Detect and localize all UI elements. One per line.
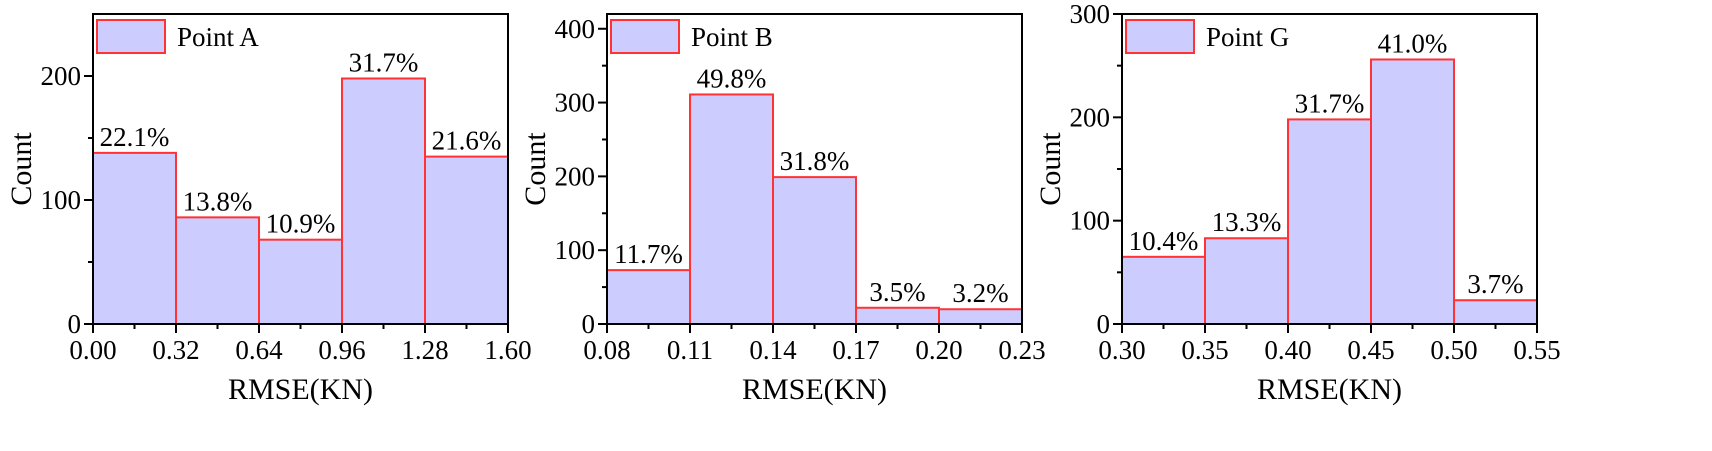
x-tick-label: 0.14 bbox=[749, 335, 797, 365]
legend-swatch bbox=[96, 19, 166, 54]
legend-label: Point B bbox=[691, 22, 773, 52]
histogram-bar bbox=[606, 269, 691, 325]
x-tick-label: 0.17 bbox=[832, 335, 879, 365]
x-tick-label: 0.00 bbox=[69, 335, 116, 365]
x-tick-label: 0.55 bbox=[1513, 335, 1560, 365]
x-axis-title: RMSE(KN) bbox=[228, 373, 373, 406]
bar-percent-label: 31.7% bbox=[349, 47, 419, 77]
y-tick-label: 100 bbox=[555, 235, 596, 265]
x-tick-label: 0.23 bbox=[998, 335, 1045, 365]
histogram-bar bbox=[1204, 237, 1289, 326]
y-tick-label: 100 bbox=[1070, 206, 1111, 236]
histogram-bar bbox=[92, 151, 177, 325]
y-tick-label: 200 bbox=[41, 61, 82, 91]
histogram-bar bbox=[341, 77, 426, 326]
bar-percent-label: 11.7% bbox=[614, 239, 683, 269]
y-axis-title: Count bbox=[5, 132, 38, 206]
histogram-bar bbox=[938, 308, 1023, 326]
x-axis-title: RMSE(KN) bbox=[1257, 373, 1402, 406]
histogram-bar bbox=[424, 155, 509, 325]
x-tick-label: 0.08 bbox=[583, 335, 630, 365]
bar-percent-label: 3.2% bbox=[952, 278, 1008, 308]
x-tick-label: 1.28 bbox=[401, 335, 448, 365]
x-tick-label: 1.60 bbox=[484, 335, 531, 365]
x-tick-label: 0.30 bbox=[1098, 335, 1145, 365]
y-tick-label: 400 bbox=[555, 14, 596, 44]
bar-percent-label: 13.8% bbox=[183, 186, 253, 216]
y-axis-title: Count bbox=[1034, 132, 1067, 206]
bar-percent-label: 10.4% bbox=[1129, 226, 1199, 256]
bar-percent-label: 31.7% bbox=[1295, 88, 1365, 118]
chart-panel-1: 0 100 200 0.00 0.32 0.64 0.96 1.28 1.60 22.1% 13.8… bbox=[5, 13, 532, 406]
bar-percent-label: 49.8% bbox=[697, 63, 767, 93]
x-tick-label: 0.45 bbox=[1347, 335, 1394, 365]
bar-percent-label: 3.5% bbox=[869, 277, 925, 307]
chart-panel-2: 0 100 200 300 400 0.08 0.11 0.14 0.17 0.20 0.23 11.… bbox=[519, 13, 1046, 406]
y-tick-label: 200 bbox=[555, 161, 596, 191]
histogram-bar bbox=[258, 238, 343, 325]
legend-label: Point G bbox=[1206, 22, 1289, 52]
x-tick-label: 0.64 bbox=[235, 335, 283, 365]
bar-percent-label: 21.6% bbox=[432, 126, 502, 156]
bar-percent-label: 22.1% bbox=[100, 122, 170, 152]
y-tick-label: 200 bbox=[1070, 102, 1111, 132]
histogram-bar bbox=[855, 306, 940, 325]
histogram-bar bbox=[772, 176, 857, 325]
x-tick-label: 0.11 bbox=[667, 335, 713, 365]
histogram-bar bbox=[1370, 58, 1455, 325]
y-axis-title: Count bbox=[519, 132, 552, 206]
chart-panel-3: 0 100 200 300 0.30 0.35 0.40 0.45 0.50 0.55 10.4% 1… bbox=[1034, 0, 1561, 406]
x-tick-label: 0.96 bbox=[318, 335, 365, 365]
x-tick-label: 0.20 bbox=[915, 335, 962, 365]
x-tick-label: 0.32 bbox=[152, 335, 199, 365]
y-tick-label: 0 bbox=[1097, 309, 1111, 339]
histogram-bar bbox=[1287, 118, 1372, 326]
histogram-bar bbox=[175, 216, 260, 325]
bar-percent-label: 10.9% bbox=[266, 209, 336, 239]
y-tick-label: 100 bbox=[41, 185, 82, 215]
bar-percent-label: 13.3% bbox=[1212, 207, 1282, 237]
legend-swatch bbox=[610, 19, 680, 54]
y-tick-label: 300 bbox=[1070, 0, 1111, 29]
x-tick-label: 0.40 bbox=[1264, 335, 1311, 365]
y-tick-label: 300 bbox=[555, 88, 596, 118]
x-tick-label: 0.50 bbox=[1430, 335, 1477, 365]
legend-swatch bbox=[1125, 19, 1195, 54]
histogram-bar bbox=[689, 93, 774, 325]
bar-percent-label: 31.8% bbox=[780, 146, 850, 176]
x-axis-title: RMSE(KN) bbox=[742, 373, 887, 406]
bar-percent-label: 3.7% bbox=[1467, 269, 1523, 299]
legend-label: Point A bbox=[177, 22, 259, 52]
histogram-bar bbox=[1453, 299, 1538, 326]
histogram-bar bbox=[1121, 255, 1206, 326]
bar-percent-label: 41.0% bbox=[1378, 28, 1448, 58]
x-tick-label: 0.35 bbox=[1181, 335, 1228, 365]
y-tick-label: 0 bbox=[68, 309, 82, 339]
y-tick-label: 0 bbox=[582, 309, 596, 339]
